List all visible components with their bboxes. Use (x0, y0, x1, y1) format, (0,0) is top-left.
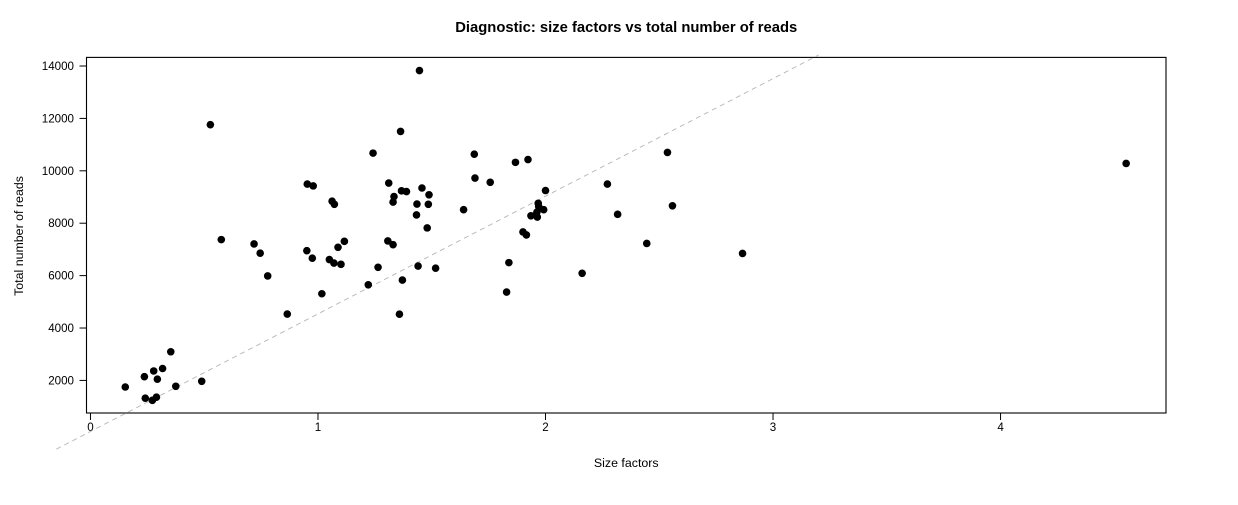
svg-text:Size factors: Size factors (594, 456, 659, 470)
svg-text:6000: 6000 (48, 270, 74, 283)
svg-text:3: 3 (770, 421, 776, 434)
svg-text:14000: 14000 (42, 60, 74, 73)
svg-text:2000: 2000 (48, 374, 74, 387)
svg-text:8000: 8000 (48, 217, 74, 230)
svg-text:4: 4 (997, 421, 1004, 434)
svg-text:10000: 10000 (42, 165, 74, 178)
svg-text:2: 2 (542, 421, 548, 434)
svg-text:12000: 12000 (42, 112, 74, 125)
svg-text:Total number of reads: Total number of reads (12, 176, 26, 296)
svg-text:4000: 4000 (48, 322, 74, 335)
svg-text:Diagnostic: size factors vs to: Diagnostic: size factors vs total number… (455, 20, 797, 36)
svg-text:1: 1 (315, 421, 321, 434)
